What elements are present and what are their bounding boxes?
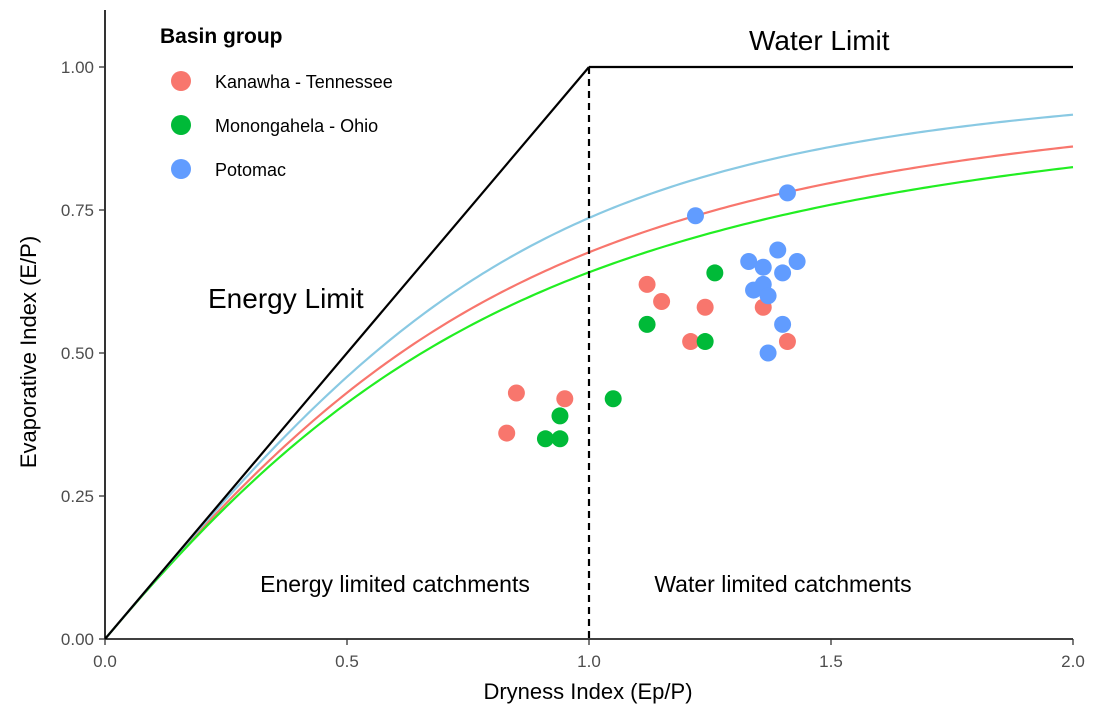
- y-axis-title: Evaporative Index (E/P): [16, 236, 41, 468]
- point-2-1: [740, 252, 758, 270]
- x-tick-label-0: 0.0: [93, 652, 117, 671]
- axes: 0.0 0.5 1.0 1.5 2.0 0.00 0.25 0.50 0.75 1.00: [61, 10, 1085, 671]
- point-2-8: [774, 264, 792, 282]
- y-tick-label-4: 1.00: [61, 58, 94, 77]
- point-2-0: [686, 207, 704, 225]
- y-tick-label-3: 0.75: [61, 201, 94, 220]
- legend-title: Basin group: [160, 25, 283, 48]
- point-0-3: [638, 275, 656, 293]
- x-tick-label-3: 1.5: [819, 652, 843, 671]
- point-0-6: [696, 298, 714, 316]
- x-tick-label-2: 1.0: [577, 652, 601, 671]
- water-limit-label: Water Limit: [749, 25, 890, 56]
- y-tick-label-1: 0.25: [61, 487, 94, 506]
- y-tick-label-2: 0.50: [61, 344, 94, 363]
- energy-limit-label: Energy Limit: [208, 283, 364, 314]
- point-2-6: [759, 344, 777, 362]
- point-1-1: [551, 430, 569, 448]
- x-tick-label-4: 2.0: [1061, 652, 1085, 671]
- point-2-11: [788, 252, 806, 270]
- legend-key-1: [171, 115, 191, 135]
- x-tick-label-1: 0.5: [335, 652, 359, 671]
- legend: Basin group Kanawha - Tennessee Monongahe…: [160, 25, 393, 180]
- water-region-label: Water limited catchments: [654, 571, 911, 597]
- energy-region-label: Energy limited catchments: [260, 571, 530, 597]
- point-0-0: [498, 424, 516, 442]
- point-1-6: [706, 264, 724, 282]
- point-1-3: [604, 390, 622, 408]
- point-1-0: [536, 430, 554, 448]
- point-2-10: [778, 184, 796, 202]
- point-0-5: [682, 333, 700, 351]
- legend-key-0: [171, 71, 191, 91]
- legend-items: Kanawha - Tennessee Monongahela - Ohio Pot…: [171, 71, 393, 180]
- point-2-9: [774, 315, 792, 333]
- point-0-8: [778, 333, 796, 351]
- point-0-2: [556, 390, 574, 408]
- legend-label-2: Potomac: [215, 160, 286, 180]
- legend-label-1: Monongahela - Ohio: [215, 116, 378, 136]
- y-tick-label-0: 0.00: [61, 630, 94, 649]
- legend-key-2: [171, 159, 191, 179]
- x-axis-title: Dryness Index (Ep/P): [483, 679, 692, 704]
- legend-label-0: Kanawha - Tennessee: [215, 72, 393, 92]
- point-2-7: [769, 241, 787, 259]
- point-0-1: [507, 384, 525, 402]
- data-points: [498, 184, 806, 448]
- point-2-4: [754, 258, 772, 276]
- point-1-5: [696, 333, 714, 351]
- point-2-5: [759, 287, 777, 305]
- point-1-4: [638, 315, 656, 333]
- point-0-4: [653, 293, 671, 311]
- energy-limit-line: [104, 66, 590, 640]
- point-1-2: [551, 407, 569, 425]
- limit-lines: [104, 65, 1073, 640]
